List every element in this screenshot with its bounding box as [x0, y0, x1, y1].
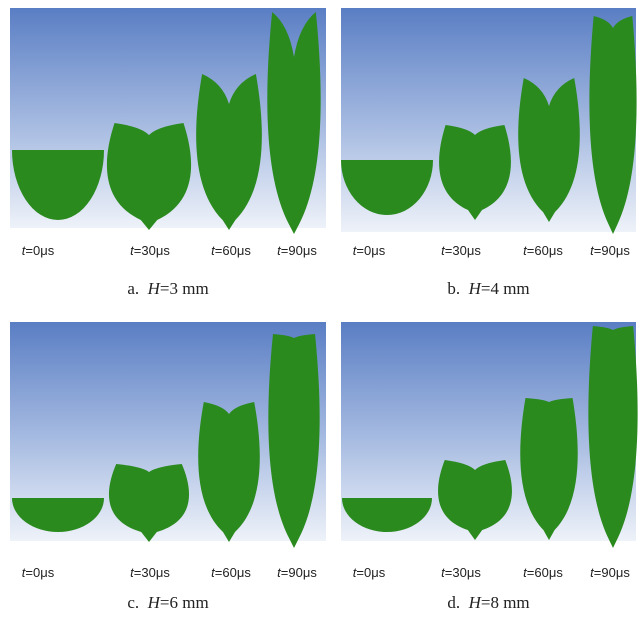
time-label: t=60μs [211, 565, 251, 580]
time-label: t=60μs [211, 243, 251, 258]
time-label: t=30μs [130, 565, 170, 580]
caption-var: H [147, 279, 162, 298]
caption-value: =8 mm [481, 593, 530, 612]
caption-label: a. [127, 279, 139, 298]
time-value: =30μs [445, 243, 482, 258]
panel-caption: a. H=3 mm [127, 279, 208, 298]
panel [10, 322, 326, 548]
time-var: t [22, 565, 27, 580]
liquid-shape [518, 78, 580, 222]
caption-value: =6 mm [160, 593, 209, 612]
time-var: t [441, 243, 446, 258]
time-value: =60μs [527, 243, 564, 258]
time-value: =0μs [25, 565, 54, 580]
liquid-shape [341, 160, 433, 215]
time-label: t=30μs [130, 243, 170, 258]
time-var: t [590, 565, 595, 580]
time-value: =90μs [281, 243, 318, 258]
liquid-shape [106, 123, 192, 230]
time-var: t [277, 243, 282, 258]
time-value: =0μs [356, 243, 385, 258]
liquid-shape [268, 334, 320, 548]
time-label: t=0μs [353, 565, 386, 580]
liquid-shape [439, 125, 511, 220]
time-label: t=0μs [22, 243, 55, 258]
liquid-shape [520, 398, 578, 540]
liquid-shape [12, 150, 104, 220]
time-var: t [130, 565, 135, 580]
time-label: t=90μs [590, 565, 630, 580]
time-var: t [277, 565, 282, 580]
caption-var: H [147, 593, 162, 612]
panel [341, 322, 638, 548]
caption-value: =3 mm [160, 279, 209, 298]
time-label: t=0μs [22, 565, 55, 580]
liquid-shape [589, 16, 637, 234]
panel-caption: c. H=6 mm [127, 593, 208, 612]
time-value: =60μs [215, 243, 252, 258]
time-value: =60μs [215, 565, 252, 580]
time-value: =30μs [445, 565, 482, 580]
time-var: t [211, 565, 216, 580]
panel [341, 8, 637, 234]
time-value: =30μs [134, 243, 171, 258]
caption-var: H [468, 593, 483, 612]
time-label: t=30μs [441, 565, 481, 580]
time-var: t [590, 243, 595, 258]
liquid-shape [267, 12, 321, 234]
time-var: t [22, 243, 27, 258]
panel-caption: d. H=8 mm [447, 593, 529, 612]
caption-label: d. [447, 593, 460, 612]
time-value: =30μs [134, 565, 171, 580]
time-value: =90μs [281, 565, 318, 580]
liquid-shape [198, 402, 260, 542]
liquid-shape [12, 498, 104, 532]
time-var: t [130, 243, 135, 258]
liquid-shape [108, 464, 190, 542]
time-var: t [441, 565, 446, 580]
time-label: t=90μs [277, 565, 317, 580]
time-var: t [523, 565, 528, 580]
time-var: t [523, 243, 528, 258]
liquid-shape [588, 326, 638, 548]
time-label: t=30μs [441, 243, 481, 258]
time-value: =60μs [527, 565, 564, 580]
time-label: t=0μs [353, 243, 386, 258]
liquid-shape [438, 460, 512, 540]
time-value: =0μs [25, 243, 54, 258]
time-value: =90μs [594, 243, 631, 258]
time-value: =0μs [356, 565, 385, 580]
liquid-shape [196, 74, 262, 230]
time-label: t=60μs [523, 565, 563, 580]
panel-caption: b. H=4 mm [447, 279, 529, 298]
time-label: t=90μs [277, 243, 317, 258]
panel [10, 8, 326, 234]
time-value: =90μs [594, 565, 631, 580]
time-var: t [353, 243, 358, 258]
caption-label: b. [447, 279, 460, 298]
caption-var: H [468, 279, 483, 298]
liquid-shape [342, 498, 432, 532]
time-label: t=60μs [523, 243, 563, 258]
time-label: t=90μs [590, 243, 630, 258]
caption-value: =4 mm [481, 279, 530, 298]
time-var: t [353, 565, 358, 580]
caption-label: c. [127, 593, 139, 612]
time-var: t [211, 243, 216, 258]
